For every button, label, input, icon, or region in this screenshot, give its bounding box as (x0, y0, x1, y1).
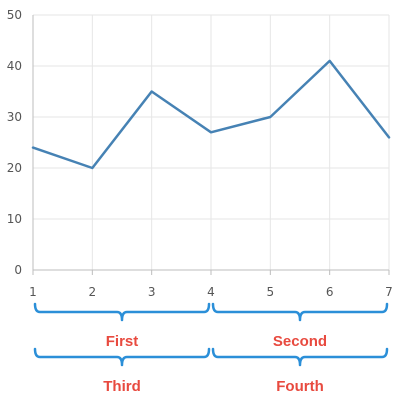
grid (33, 14, 390, 270)
brace-label: Fourth (276, 378, 323, 395)
brace-label: Second (273, 333, 327, 350)
y-tick-label: 20 (7, 161, 22, 175)
x-tick-label: 2 (89, 285, 97, 299)
y-tick-label: 10 (7, 212, 22, 226)
y-tick-label: 40 (7, 59, 22, 73)
x-tick-label: 5 (267, 285, 275, 299)
y-tick-label: 50 (7, 8, 22, 22)
brace-third (33, 347, 211, 367)
series-layer (31, 59, 391, 170)
x-tick-label: 3 (148, 285, 156, 299)
brace-fourth (211, 347, 389, 367)
y-tick-label: 30 (7, 110, 22, 124)
y-tick-label: 0 (14, 263, 22, 277)
axes (32, 15, 390, 275)
brace-second (211, 302, 389, 322)
x-tick-label: 4 (207, 285, 215, 299)
x-tick-label: 7 (385, 285, 393, 299)
x-tick-label: 1 (29, 285, 37, 299)
y-axis-tick-labels: 0 10 20 30 40 50 (7, 8, 22, 277)
brace-annotations: First Second Third Fourth (33, 302, 389, 395)
x-tick-label: 6 (326, 285, 334, 299)
brace-first (33, 302, 211, 322)
brace-label: First (106, 333, 139, 350)
brace-label: Third (103, 378, 141, 395)
x-axis-tick-labels: 1 2 3 4 5 6 7 (29, 285, 393, 299)
